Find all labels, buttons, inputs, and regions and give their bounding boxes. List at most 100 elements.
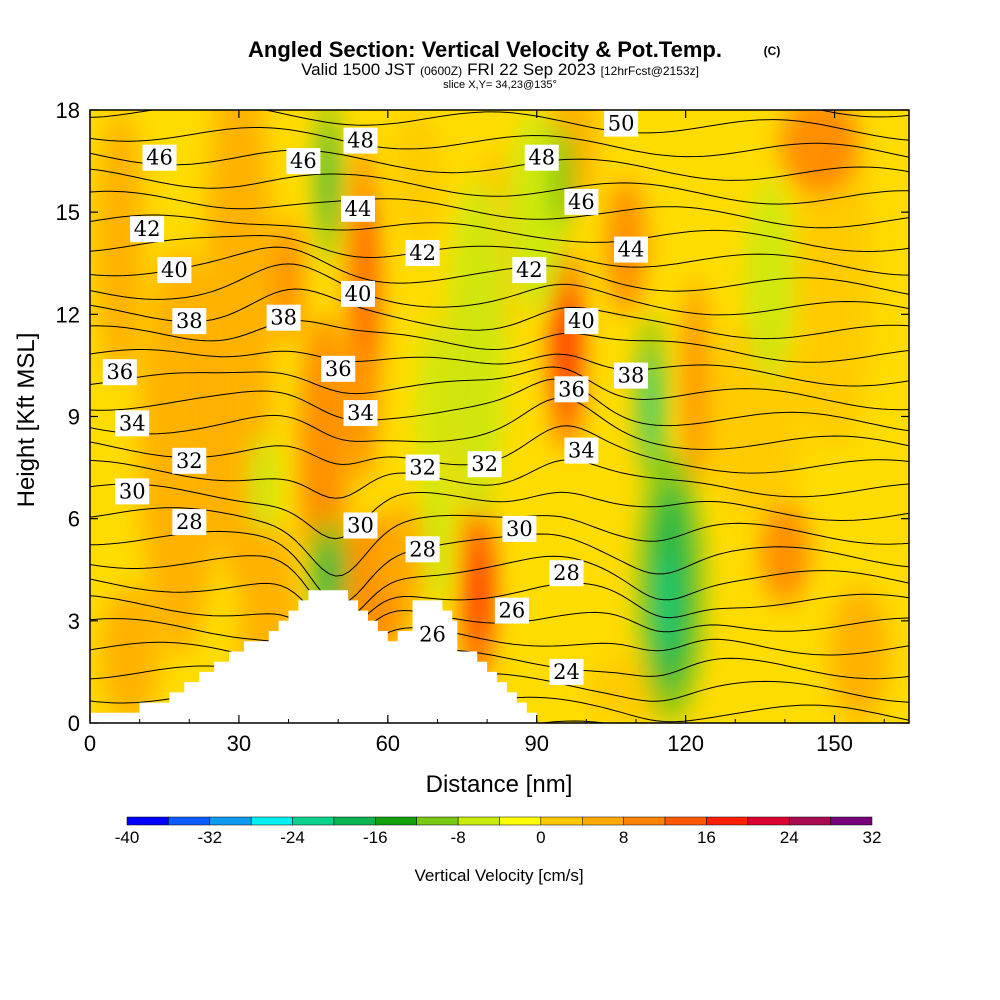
theta-label-box: [564, 188, 599, 215]
velocity-cell-19: [683, 280, 708, 485]
theta-label-22: 42: [512, 257, 547, 284]
theta-label-box: [172, 447, 207, 474]
colorbar-swatch: [747, 816, 790, 826]
colorbar-swatch: [540, 816, 583, 826]
title-mark: (C): [764, 44, 781, 58]
colorbar-swatch: [209, 816, 252, 826]
colorbar-label: Vertical Velocity [cm/s]: [414, 866, 583, 885]
theta-label-box: [614, 362, 648, 389]
isentrope-38: [90, 349, 909, 387]
x-tick-label: 0: [84, 731, 96, 756]
theta-label-4: 36: [102, 359, 137, 386]
isentrope-48: [90, 127, 909, 158]
theta-label-box: [512, 257, 547, 284]
theta-label-box: [604, 110, 639, 137]
theta-label-text: 48: [347, 129, 374, 153]
colorbar-swatch: [292, 816, 335, 826]
theta-label-20: 26: [415, 621, 450, 648]
isentropes: [90, 110, 909, 723]
slice-info: slice X,Y= 34,23@135°: [443, 79, 557, 91]
theta-label-5: 34: [115, 410, 150, 437]
theta-label-text: 24: [553, 660, 580, 684]
y-axis-label: Height [Kft MSL]: [13, 333, 40, 508]
theta-label-1: 42: [130, 216, 165, 243]
theta-label-13: 40: [341, 280, 375, 307]
theta-label-26: 50: [604, 110, 639, 137]
theta-label-text: 44: [345, 197, 372, 221]
colorbar-tick-label: -16: [363, 828, 388, 847]
theta-label-text: 46: [568, 190, 595, 214]
colorbar-swatch: [623, 816, 666, 826]
colorbar: [126, 816, 873, 826]
theta-label-box: [172, 509, 207, 536]
theta-label-10: 48: [343, 127, 378, 154]
velocity-cell-0: [94, 110, 145, 383]
colorbar-swatch: [706, 816, 749, 826]
colorbar-swatch: [126, 816, 169, 826]
theta-label-box: [341, 195, 375, 222]
theta-label-34: 24: [549, 658, 584, 685]
theta-label-text: 42: [516, 258, 543, 282]
isentrope-46: [90, 168, 909, 205]
theta-label-19: 28: [405, 536, 440, 563]
theta-label-16: 30: [343, 512, 378, 539]
velocity-cell-20: [760, 501, 810, 604]
theta-label-text: 42: [134, 217, 161, 241]
theta-label-text: 40: [568, 309, 595, 333]
colorbar-swatch: [250, 816, 293, 826]
x-tick-label: 150: [816, 731, 853, 756]
velocity-cell-35: [422, 467, 453, 604]
colorbar-tick-label: -8: [451, 828, 466, 847]
isentrope-37: [90, 366, 909, 411]
theta-label-box: [286, 148, 321, 175]
theta-labels: 4642403836343230284648443840363430423228…: [102, 110, 648, 685]
theta-label-box: [115, 478, 150, 505]
theta-label-0: 46: [142, 144, 177, 171]
x-tick-label: 60: [376, 731, 400, 756]
theta-label-text: 34: [119, 411, 146, 435]
isentrope-36: [90, 378, 909, 432]
colorbar-swatch: [457, 816, 500, 826]
theta-label-text: 40: [161, 258, 188, 282]
theta-label-text: 46: [290, 149, 317, 173]
colorbar-swatch: [499, 816, 542, 826]
theta-label-33: 28: [549, 560, 584, 587]
theta-label-box: [130, 216, 165, 243]
chart-title: Angled Section: Vertical Velocity & Pot.…: [248, 37, 722, 62]
theta-label-text: 26: [499, 599, 526, 623]
theta-label-31: 36: [554, 376, 589, 403]
colorbar-tick-label: -40: [115, 828, 140, 847]
colorbar-swatch: [333, 816, 376, 826]
theta-label-box: [524, 144, 559, 171]
theta-label-text: 30: [119, 479, 146, 503]
theta-label-text: 46: [146, 146, 173, 170]
isentrope-32: [90, 483, 909, 540]
theta-label-box: [343, 512, 378, 539]
theta-label-box: [102, 359, 137, 386]
theta-label-box: [415, 621, 450, 648]
theta-label-text: 38: [176, 309, 203, 333]
theta-label-box: [405, 536, 440, 563]
theta-label-text: 30: [347, 514, 374, 538]
velocity-cell-9: [372, 501, 433, 604]
theta-label-box: [172, 308, 207, 335]
theta-label-text: 32: [176, 449, 203, 473]
theta-label-text: 38: [618, 364, 645, 388]
colorbar-swatch: [788, 816, 831, 826]
theta-label-box: [157, 257, 192, 284]
isentrope-29: [90, 555, 909, 621]
theta-label-box: [564, 437, 599, 464]
colorbar-swatch: [830, 816, 873, 826]
y-tick-label: 3: [68, 609, 80, 634]
theta-label-text: 28: [409, 537, 436, 561]
isentrope-47: [90, 149, 909, 181]
subtitle-zulu: (0600Z): [420, 64, 462, 78]
theta-label-box: [494, 597, 529, 624]
theta-label-text: 36: [106, 360, 133, 384]
theta-label-28: 44: [614, 236, 648, 263]
isentrope-35: [90, 397, 909, 451]
theta-label-box: [266, 304, 301, 331]
theta-label-text: 48: [528, 146, 555, 170]
y-tick-label: 6: [68, 507, 80, 532]
theta-label-box: [554, 376, 589, 403]
